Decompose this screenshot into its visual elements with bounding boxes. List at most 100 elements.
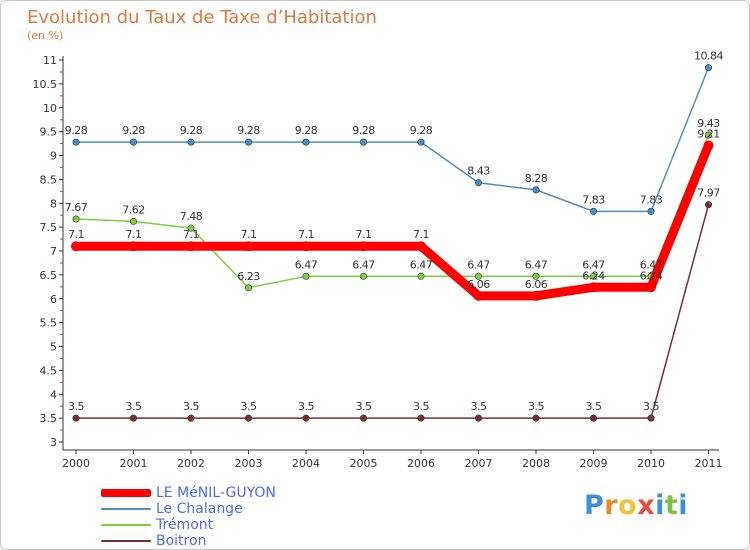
data-label-le-chalange: 8.43 [467,165,490,178]
brand-letter: r [604,490,619,521]
data-point-le-menil-guyon [128,241,139,252]
brand-letter: i [655,490,665,521]
x-tick-label: 2001 [120,457,148,470]
data-label-le-menil-guyon: 7.1 [68,228,84,241]
data-label-le-chalange: 7.83 [582,193,605,206]
legend-item-boitron: Boitron [101,533,361,549]
data-label-tremont: 6.47 [352,258,375,271]
data-point-le-menil-guyon [243,241,254,252]
chart-subtitle: (en %) [27,29,64,42]
data-point-le-chalange [130,138,138,146]
data-point-boitron [302,414,310,422]
series-line-boitron [75,203,710,419]
x-tick-label: 2000 [62,457,90,470]
x-tick-label: 2007 [465,457,493,470]
y-tick-label: 4 [50,388,57,401]
data-label-tremont: 6.47 [410,258,433,271]
data-point-tremont [187,224,195,232]
x-tick-label: 2002 [177,457,205,470]
data-label-boitron: 3.5 [126,400,142,413]
y-tick-label: 9 [50,150,57,163]
data-label-le-menil-guyon: 6.24 [640,269,663,282]
series-layer [71,64,714,422]
data-point-boitron [647,414,655,422]
legend-label: Trémont [156,517,214,533]
data-point-le-menil-guyon [703,140,714,151]
data-point-le-menil-guyon [473,290,484,301]
data-point-boitron [704,201,712,209]
data-point-boitron [359,414,367,422]
data-point-tremont [245,284,253,292]
data-point-tremont [72,215,80,223]
data-label-boitron: 3.5 [413,400,429,413]
y-tick-label: 10 [43,102,57,115]
legend-label: Boitron [156,533,207,549]
y-tick-label: 3.5 [40,412,58,425]
y-tick-label: 5 [50,341,57,354]
y-tick-label: 4.5 [40,364,58,377]
x-tick-label: 2004 [292,457,320,470]
data-point-boitron [589,414,597,422]
brand-letter: P [584,490,605,521]
data-point-tremont [589,272,597,280]
y-tick-label: 9.5 [40,126,58,139]
data-label-boitron: 3.5 [356,400,372,413]
data-point-le-menil-guyon [301,241,311,252]
data-point-tremont [417,272,425,280]
data-point-tremont [359,272,367,280]
data-point-le-chalange [589,207,597,215]
data-label-le-chalange: 9.28 [410,124,433,137]
data-label-le-chalange: 9.28 [237,124,260,137]
y-tick-label: 5.5 [40,317,58,330]
x-tick-label: 2011 [695,457,723,470]
data-label-le-chalange: 9.28 [295,124,318,137]
data-label-le-menil-guyon: 7.1 [413,228,429,241]
data-point-tremont [302,272,310,280]
data-label-le-menil-guyon: 6.06 [467,278,490,291]
data-label-le-menil-guyon: 7.1 [241,228,257,241]
data-point-tremont [532,272,540,280]
y-tick-label: 8 [50,197,57,210]
legend: LE MéNIL-GUYON Le Chalange Trémont Boitr… [101,485,361,549]
data-label-le-menil-guyon: 6.24 [582,269,605,282]
data-label-le-menil-guyon: 7.1 [183,228,199,241]
brand-letter: x [637,490,656,521]
data-label-tremont: 6.47 [467,258,490,271]
data-point-le-menil-guyon [358,241,369,252]
y-tick-label: 11 [43,54,57,67]
data-label-boitron: 3.5 [586,400,602,413]
legend-label: LE MéNIL-GUYON [156,485,276,501]
data-label-le-menil-guyon: 7.1 [126,228,142,241]
brand-letter: t [664,490,679,521]
legend-item-tremont: Trémont [101,517,361,533]
data-point-le-chalange [72,138,80,146]
series-line-le-chalange [75,66,710,213]
data-label-le-chalange: 10.84 [694,50,723,63]
data-point-boitron [417,414,425,422]
data-point-le-chalange [647,207,655,215]
data-label-tremont: 6.47 [295,258,318,271]
data-point-le-chalange [417,138,425,146]
chart-title: Evolution du Taux de Taxe d’Habitation [27,7,377,28]
data-point-le-menil-guyon [588,282,599,293]
data-label-boitron: 3.5 [643,400,659,413]
legend-item-le-menil-guyon: LE MéNIL-GUYON [101,485,361,501]
x-tick-label: 2009 [580,457,608,470]
legend-swatch [101,540,151,542]
data-point-le-chalange [704,64,712,72]
data-label-tremont: 6.23 [237,270,260,283]
x-tick-label: 2010 [637,457,665,470]
x-tick-label: 2003 [235,457,263,470]
data-label-boitron: 3.5 [528,400,544,413]
data-point-tremont [130,217,138,225]
data-label-le-chalange: 9.28 [65,124,88,137]
data-label-le-chalange: 9.28 [122,124,145,137]
data-label-tremont: 6.47 [640,258,663,271]
data-label-boitron: 3.5 [68,400,84,413]
data-point-boitron [474,414,482,422]
axis-layer: 3 3.5 4 4.5 5 5.5 6 6.5 7 7.5 8 8.5 9 9.5 10 10.5 11 2000… [33,54,723,470]
x-tick-label: 2005 [350,457,378,470]
data-label-boitron: 3.5 [298,400,314,413]
y-tick-label: 3 [50,436,57,449]
data-label-tremont: 7.62 [122,203,145,216]
